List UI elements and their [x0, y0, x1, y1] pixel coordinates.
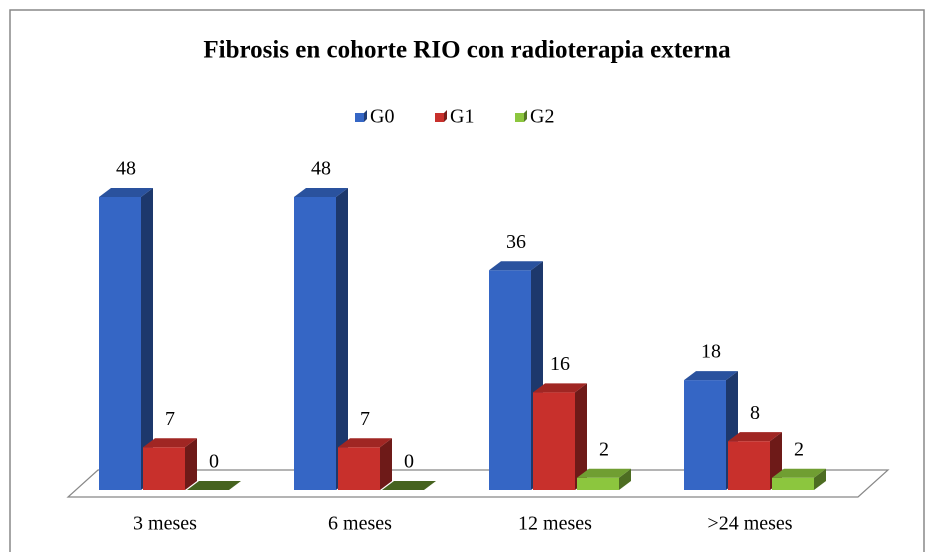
- bar: [99, 188, 153, 490]
- bar-top: [728, 432, 782, 442]
- data-label: 36: [506, 231, 526, 253]
- bar-front: [489, 270, 531, 490]
- bar-top: [489, 261, 543, 271]
- bar-front: [577, 477, 619, 490]
- floor: [66, 469, 890, 498]
- legend-swatch: [435, 113, 444, 122]
- legend-item: G1: [435, 106, 474, 128]
- data-label: 48: [311, 158, 331, 180]
- legend-label: G1: [450, 106, 474, 128]
- bar: [382, 481, 436, 490]
- bar-front: [533, 392, 575, 490]
- legend-swatch: [355, 113, 364, 122]
- bar-side: [814, 468, 826, 490]
- bar-side: [619, 468, 631, 490]
- bar-top: [684, 371, 738, 381]
- bar: [533, 383, 587, 490]
- legend-swatch: [515, 113, 524, 122]
- x-tick-label: 12 meses: [518, 513, 592, 535]
- x-tick-label: 6 meses: [328, 513, 392, 535]
- bar-front: [294, 197, 336, 490]
- data-label: 0: [209, 451, 219, 473]
- bar-top: [338, 438, 392, 448]
- data-label: 0: [404, 451, 414, 473]
- bar-side: [575, 383, 587, 490]
- legend-swatch-side: [364, 110, 367, 122]
- x-tick-label: 3 meses: [133, 513, 197, 535]
- bar-top: [533, 383, 587, 393]
- data-label: 2: [599, 438, 609, 460]
- bar-front: [772, 477, 814, 490]
- bar-top: [187, 481, 241, 490]
- bar-front: [99, 197, 141, 490]
- bar-top: [772, 468, 826, 478]
- bar-side: [141, 188, 153, 490]
- bar-front: [728, 441, 770, 490]
- legend-swatch-side: [524, 110, 527, 122]
- legend-item: G0: [355, 106, 394, 128]
- bar-top: [294, 188, 348, 197]
- data-label: 8: [750, 402, 760, 424]
- bar: [728, 432, 782, 490]
- bar: [577, 468, 631, 490]
- bar-top: [577, 468, 631, 478]
- data-label: 48: [116, 158, 136, 180]
- legend-swatch-side: [444, 110, 447, 122]
- legend-label: G0: [370, 106, 394, 128]
- bar-front: [684, 380, 726, 490]
- bar-side: [185, 438, 197, 490]
- bar: [772, 468, 826, 490]
- bar-side: [380, 438, 392, 490]
- bar-top: [382, 481, 436, 490]
- data-label: 16: [550, 353, 570, 375]
- data-label: 7: [360, 408, 370, 430]
- bar-front: [143, 447, 185, 490]
- bar-top: [143, 438, 197, 448]
- data-label: 2: [794, 438, 804, 460]
- bar: [294, 188, 348, 490]
- x-tick-label: >24 meses: [707, 513, 792, 535]
- data-label: 18: [701, 341, 721, 363]
- legend-item: G2: [515, 106, 554, 128]
- bar: [187, 481, 241, 490]
- bar: [143, 438, 197, 490]
- chart-title: Fibrosis en cohorte RIO con radioterapia…: [203, 37, 731, 64]
- bar-top: [99, 188, 153, 197]
- legend-label: G2: [530, 106, 554, 128]
- data-label: 7: [165, 408, 175, 430]
- bar-front: [338, 447, 380, 490]
- bar-side: [336, 188, 348, 490]
- bar: [338, 438, 392, 490]
